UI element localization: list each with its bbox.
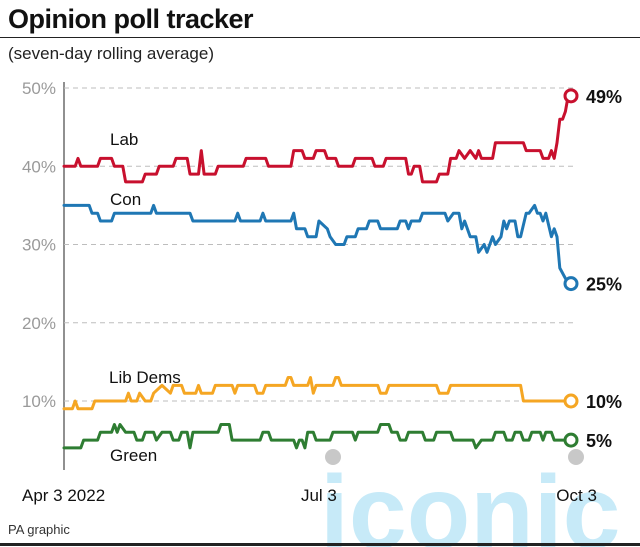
series-line-con (62, 203, 573, 286)
x-tick-label: Oct 3 (556, 486, 597, 505)
end-marker-green (563, 432, 579, 448)
series-line-lab (62, 94, 573, 184)
series-label-lib-dems: Lib Dems (109, 368, 181, 387)
end-value-label-lib-dems: 10% (586, 392, 622, 412)
source-credit: PA graphic (8, 522, 70, 537)
x-tick-label: Apr 3 2022 (22, 486, 105, 505)
end-value-label-lab: 49% (586, 87, 622, 107)
watermark-logo: iconic (320, 455, 621, 547)
series-label-lab: Lab (110, 130, 138, 149)
y-tick-label: 20% (22, 314, 56, 333)
y-tick-label: 50% (22, 79, 56, 98)
y-tick-label: 10% (22, 392, 56, 411)
end-value-label-con: 25% (586, 275, 622, 295)
watermark-dot-left (325, 449, 341, 465)
x-tick-label: Jul 3 (301, 486, 337, 505)
series-label-con: Con (110, 190, 141, 209)
chart-title: Opinion poll tracker (8, 4, 254, 34)
footer-rule (0, 543, 640, 546)
title-rule (0, 37, 640, 38)
y-tick-label: 30% (22, 236, 56, 255)
series-line-green (62, 423, 573, 450)
series-label-green: Green (110, 446, 157, 465)
chart-subtitle: (seven-day rolling average) (8, 44, 214, 63)
end-marker-con (563, 276, 579, 292)
end-marker-lab (563, 88, 579, 104)
y-tick-label: 40% (22, 157, 56, 176)
series-line-lib-dems (62, 376, 573, 411)
end-marker-lib-dems (563, 393, 579, 409)
watermark-dot-right (568, 449, 584, 465)
end-value-label-green: 5% (586, 431, 612, 451)
